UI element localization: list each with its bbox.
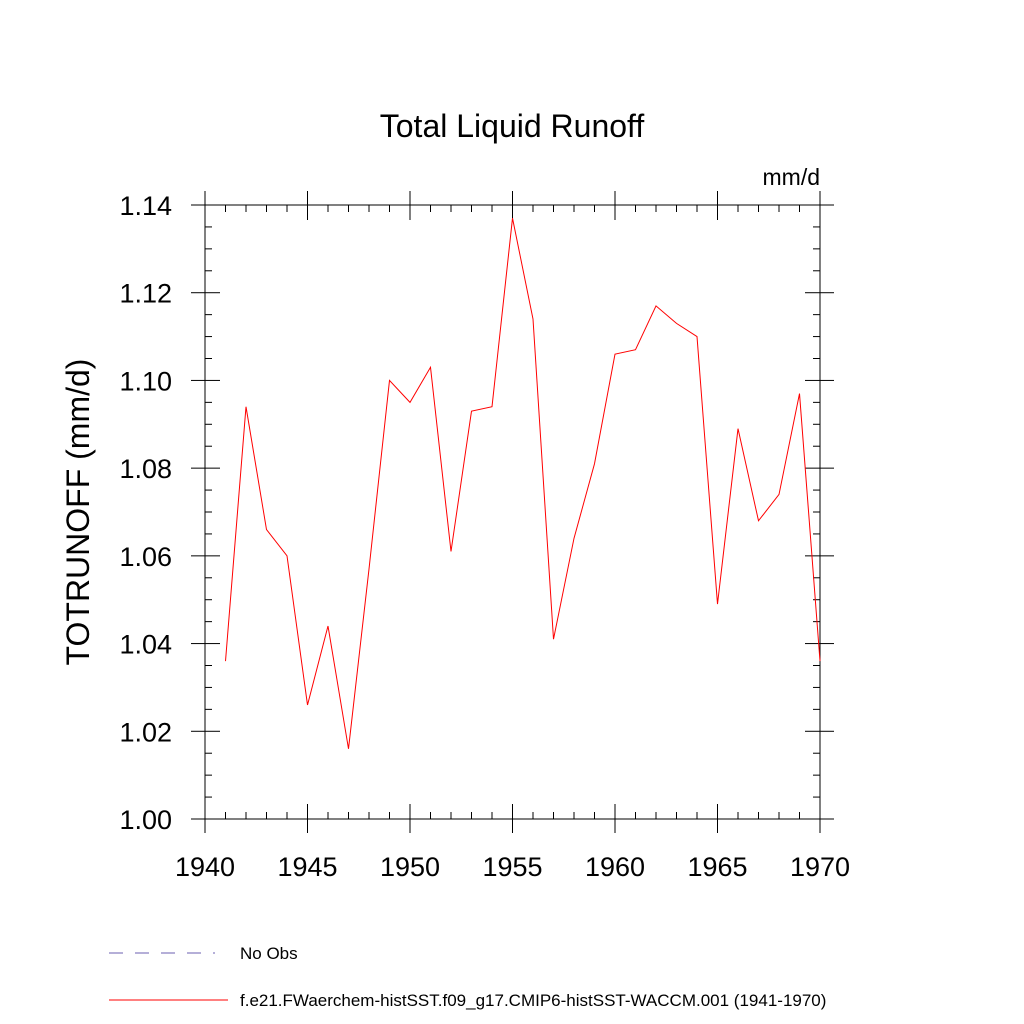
y-tick-label: 1.08 bbox=[119, 454, 172, 484]
y-tick-label: 1.10 bbox=[119, 366, 172, 396]
x-tick-label: 1960 bbox=[585, 852, 645, 882]
axis-tick-labels: 1940 1945 1950 1955 1960 1965 1970 1.00 1.02 1.04… bbox=[119, 191, 850, 882]
axis-ticks bbox=[191, 191, 834, 833]
x-tick-label: 1940 bbox=[175, 852, 235, 882]
y-tick-label: 1.06 bbox=[119, 542, 172, 572]
y-tick-label: 1.00 bbox=[119, 805, 172, 835]
y-tick-label: 1.04 bbox=[119, 630, 172, 660]
legend-label-model-run: f.e21.FWaerchem-histSST.f09_g17.CMIP6-hi… bbox=[240, 991, 826, 1010]
y-tick-label: 1.12 bbox=[119, 279, 172, 309]
legend-label-no-obs: No Obs bbox=[240, 944, 298, 963]
x-tick-label: 1945 bbox=[277, 852, 337, 882]
legend: No Obs f.e21.FWaerchem-histSST.f09_g17.C… bbox=[109, 944, 826, 1010]
series-layer bbox=[225, 218, 821, 749]
chart-title: Total Liquid Runoff bbox=[380, 108, 645, 144]
y-tick-label: 1.14 bbox=[119, 191, 172, 221]
units-label: mm/d bbox=[763, 164, 821, 190]
x-tick-label: 1950 bbox=[380, 852, 440, 882]
x-tick-label: 1970 bbox=[790, 852, 850, 882]
series-line-0 bbox=[225, 218, 821, 749]
y-tick-label: 1.02 bbox=[119, 717, 172, 747]
y-axis-label: TOTRUNOFF (mm/d) bbox=[60, 359, 96, 666]
x-tick-label: 1965 bbox=[687, 852, 747, 882]
plot-frame bbox=[204, 204, 821, 820]
x-tick-label: 1955 bbox=[482, 852, 542, 882]
